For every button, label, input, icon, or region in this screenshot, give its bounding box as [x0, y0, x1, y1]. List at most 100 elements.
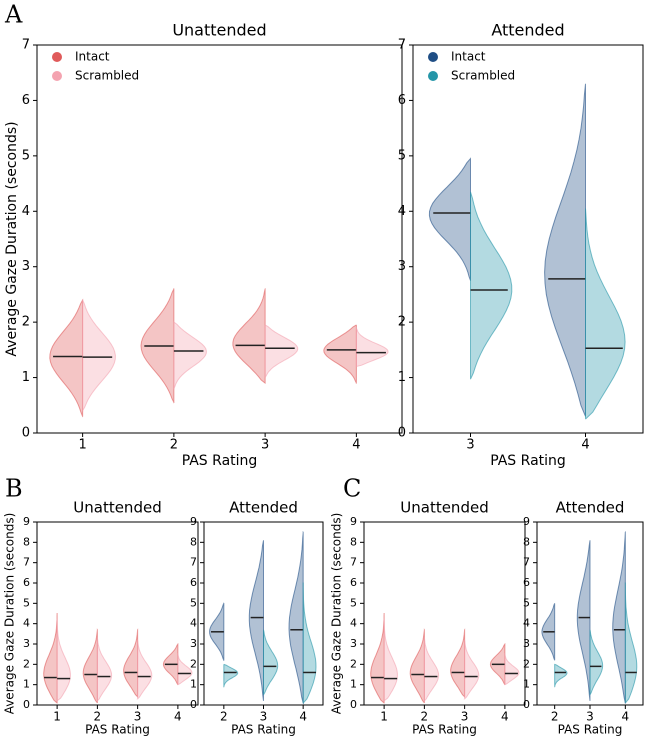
y-tick-label: 5	[22, 148, 30, 163]
y-tick-label: 8	[350, 535, 357, 548]
half-violin	[576, 540, 591, 701]
x-axis-label: PAS Rating	[182, 453, 258, 469]
y-tick-label: 1	[23, 678, 30, 691]
y-tick-label: 7	[398, 38, 406, 53]
half-violin	[263, 629, 279, 696]
x-tick-label: 3	[261, 438, 269, 453]
half-violin	[264, 324, 299, 378]
half-violin	[82, 628, 98, 704]
legend-marker	[52, 71, 62, 81]
y-tick-label: 7	[523, 556, 530, 569]
half-violin	[428, 157, 471, 281]
y-tick-label: 4	[398, 204, 406, 219]
x-tick-label: 3	[260, 710, 268, 724]
half-violin	[370, 613, 385, 704]
y-tick-label: 9	[350, 515, 357, 528]
half-violin	[323, 324, 358, 384]
half-violin	[589, 629, 604, 696]
y-tick-label: 5	[398, 148, 406, 163]
plot-frame	[536, 521, 644, 706]
half-violin	[136, 639, 153, 700]
y-tick-label: 4	[350, 617, 357, 630]
x-tick-label: 4	[622, 710, 630, 724]
x-tick-label: 2	[551, 710, 559, 724]
x-tick-label: 1	[380, 710, 388, 724]
y-tick-label: 0	[523, 698, 530, 711]
y-tick-label: 7	[22, 38, 30, 53]
half-violin	[223, 663, 239, 688]
y-tick-label: 3	[23, 637, 30, 650]
y-tick-label: 3	[523, 637, 530, 650]
half-violin	[355, 326, 389, 368]
y-tick-label: 4	[23, 617, 30, 630]
legend-marker	[428, 71, 438, 81]
y-tick-label: 4	[190, 617, 197, 630]
y-tick-label: 8	[190, 535, 197, 548]
panel-title: Unattended	[73, 499, 161, 517]
y-tick-label: 6	[398, 93, 406, 108]
y-tick-label: 9	[23, 515, 30, 528]
x-tick-label: 2	[220, 710, 228, 724]
legend-label: Scrambled	[451, 69, 515, 83]
half-violin	[470, 191, 513, 380]
y-tick-label: 6	[523, 576, 530, 589]
x-tick-label: 4	[174, 710, 182, 724]
panel-title: Unattended	[400, 499, 488, 517]
y-tick-label: 1	[398, 370, 406, 385]
x-tick-label: 3	[461, 710, 469, 724]
y-tick-label: 4	[523, 617, 530, 630]
y-tick-label: 0	[22, 426, 30, 441]
x-axis-label: PAS Rating	[412, 723, 477, 737]
x-tick-label: 4	[501, 710, 509, 724]
legend-label: Intact	[75, 50, 110, 64]
y-tick-label: 3	[190, 637, 197, 650]
y-tick-label: 4	[22, 204, 30, 219]
x-axis-label: PAS Rating	[85, 723, 150, 737]
x-tick-label: 2	[170, 438, 178, 453]
y-tick-label: 3	[22, 259, 30, 274]
plot-frame	[36, 521, 199, 706]
half-violin	[288, 530, 305, 705]
y-tick-label: 2	[523, 657, 530, 670]
panel-label: C	[343, 475, 361, 503]
half-violin	[248, 540, 264, 701]
half-violin	[81, 298, 116, 413]
x-axis-label: PAS Rating	[558, 723, 623, 737]
x-tick-label: 4	[299, 710, 307, 724]
panel-title: Attended	[556, 499, 625, 517]
y-tick-label: 0	[350, 698, 357, 711]
y-tick-label: 3	[350, 637, 357, 650]
y-tick-label: 5	[190, 596, 197, 609]
half-violin	[123, 628, 139, 698]
y-tick-label: 7	[190, 556, 197, 569]
half-violin	[96, 637, 113, 703]
y-tick-label: 0	[398, 426, 406, 441]
y-tick-label: 1	[350, 678, 357, 691]
y-tick-label: 2	[23, 657, 30, 670]
y-tick-label: 5	[350, 596, 357, 609]
half-violin	[302, 582, 317, 704]
y-tick-label: 9	[523, 515, 530, 528]
x-tick-label: 1	[53, 710, 61, 724]
y-tick-label: 2	[22, 315, 30, 330]
x-axis-label: PAS Rating	[490, 453, 566, 469]
y-tick-label: 7	[23, 556, 30, 569]
half-violin	[504, 652, 520, 686]
x-tick-label: 3	[466, 438, 474, 453]
y-axis-label: Average Gaze Duration (seconds)	[4, 121, 20, 356]
half-violin	[49, 298, 84, 418]
y-tick-label: 2	[350, 657, 357, 670]
half-violin	[463, 639, 480, 700]
y-tick-label: 1	[190, 678, 197, 691]
half-violin	[383, 619, 398, 703]
plot-frame	[363, 521, 526, 706]
y-tick-label: 6	[22, 93, 30, 108]
y-tick-label: 8	[523, 535, 530, 548]
legend-marker	[52, 52, 62, 62]
y-tick-label: 5	[523, 596, 530, 609]
y-tick-label: 6	[23, 576, 30, 589]
half-violin	[423, 637, 440, 703]
y-tick-label: 2	[398, 315, 406, 330]
y-tick-label: 6	[350, 576, 357, 589]
half-violin	[612, 530, 626, 705]
